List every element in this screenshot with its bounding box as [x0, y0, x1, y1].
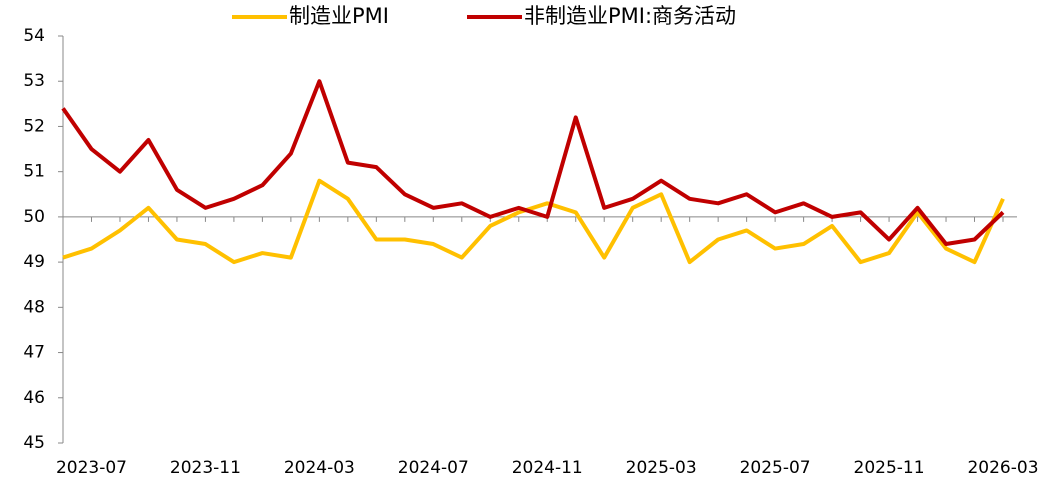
y-tick-label: 53 — [23, 71, 45, 91]
y-tick-label: 49 — [23, 252, 45, 272]
y-tick-label: 46 — [23, 388, 45, 408]
x-tick-label: 2025-07 — [740, 458, 811, 478]
x-tick-label: 2023-07 — [56, 458, 127, 478]
y-tick-label: 47 — [23, 343, 45, 363]
x-tick-label: 2025-03 — [626, 458, 697, 478]
legend-label: 制造业PMI — [289, 4, 389, 28]
x-tick-label: 2024-03 — [284, 458, 355, 478]
y-tick-label: 50 — [23, 207, 45, 227]
x-tick-label: 2023-11 — [170, 458, 241, 478]
x-tick-label: 2024-11 — [512, 458, 583, 478]
y-tick-label: 48 — [23, 297, 45, 317]
line-series — [61, 79, 1005, 247]
legend-label: 非制造业PMI:商务活动 — [524, 4, 736, 28]
y-tick-label: 54 — [23, 26, 45, 46]
x-tick-label: 2024-07 — [398, 458, 469, 478]
x-tick-label: 2025-11 — [854, 458, 925, 478]
line-series — [62, 178, 1005, 265]
y-tick-label: 52 — [23, 116, 45, 136]
x-tick-label: 2026-03 — [967, 458, 1038, 478]
y-tick-label: 51 — [23, 162, 45, 182]
y-tick-label: 45 — [23, 433, 45, 453]
